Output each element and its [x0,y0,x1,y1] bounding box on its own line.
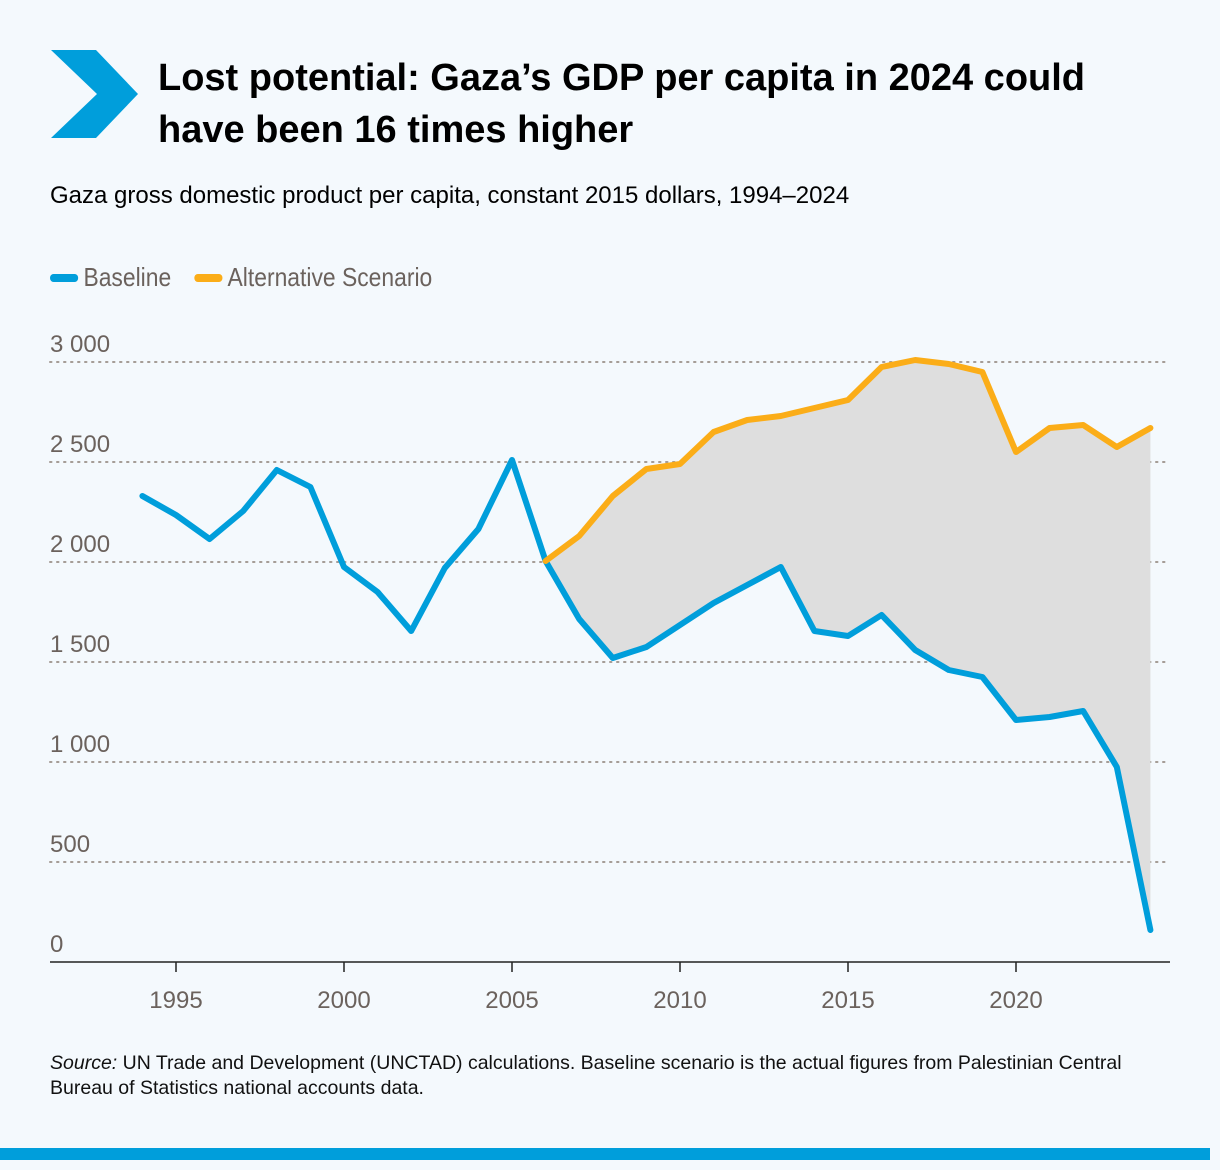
legend-label-baseline: Baseline [83,262,172,292]
y-tick-label: 3 000 [50,331,110,358]
y-tick-label: 1 500 [50,631,110,658]
chevron-right-icon [51,50,138,138]
legend-item-baseline: Baseline [50,262,171,293]
chart-title: Lost potential: Gaza’s GDP per capita in… [158,57,1086,151]
x-tick-label: 2020 [989,987,1042,1014]
alternative-scenario-line [542,357,1154,564]
x-tick-label: 2000 [317,987,370,1014]
legend-swatch-baseline [50,273,79,282]
bottom-accent-bar [0,1148,1210,1160]
gap-shaded-area [545,360,1151,930]
line-chart: 0 500 1 000 1 500 2 000 2 500 3 000 1995 2000 200… [49,331,1171,1014]
y-tick-label: 0 [50,931,63,958]
y-tick-label: 2 000 [50,531,110,558]
source-note: Source: UN Trade and Development (UNCTAD… [50,1051,1170,1101]
source-label: Source: [50,1052,118,1074]
legend-item-alternative: Alternative Scenario [194,262,432,293]
legend-label-alternative: Alternative Scenario [227,262,433,292]
y-tick-label: 2 500 [50,431,110,458]
chart-subtitle: Gaza gross domestic product per capita, … [50,182,850,209]
x-tick-label: 1995 [149,987,202,1014]
y-tick-label: 500 [50,831,90,858]
source-text: UN Trade and Development (UNCTAD) calcul… [50,1052,1122,1099]
y-tick-label: 1 000 [50,731,110,758]
x-tick-label: 2015 [821,987,874,1014]
baseline-line [139,457,1154,933]
x-tick-label: 2005 [485,987,538,1014]
legend-swatch-alternative [194,273,223,282]
legend: Baseline Alternative Scenario [50,262,455,293]
x-tick-label: 2010 [653,987,706,1014]
